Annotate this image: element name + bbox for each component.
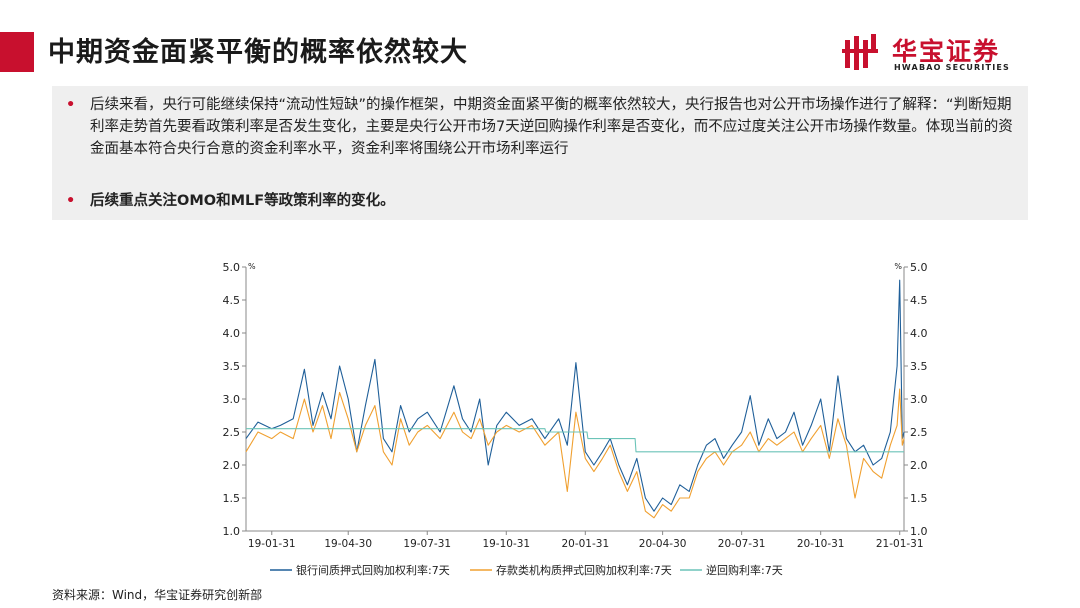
y-unit-label-left: %: [248, 262, 256, 271]
y-tick-label-left: 3.0: [223, 393, 241, 406]
y-tick-label-left: 1.5: [223, 492, 241, 505]
x-tick-label: 21-01-31: [876, 538, 924, 550]
y-tick-label-right: 2.0: [910, 459, 928, 472]
y-tick-label-right: 1.5: [910, 492, 928, 505]
legend-label-3: 逆回购利率:7天: [706, 563, 783, 577]
legend-label-1: 银行间质押式回购加权利率:7天: [296, 563, 450, 577]
y-tick-label-left: 1.0: [223, 525, 241, 538]
y-tick-label-right: 1.0: [910, 525, 928, 538]
x-tick-label: 20-10-31: [797, 538, 845, 550]
brand-name-en: HWABAO SECURITIES: [894, 63, 1011, 72]
y-tick-label-left: 5.0: [223, 261, 241, 274]
rate-line-chart: 1.0 1.0 1.5 1.5 2.0 2.0 2.5 2.5 3.0 3.0 3.5 3.5 4.0 4…: [223, 261, 928, 577]
legend-label-2: 存款类机构质押式回购加权利率:7天: [496, 563, 672, 577]
bullet-text: 后续来看，央行可能继续保持“流动性短缺”的操作框架，中期资金面紧平衡的概率依然较…: [90, 97, 1013, 157]
x-tick-label: 19-07-31: [403, 538, 451, 550]
x-tick-label: 19-10-31: [482, 538, 530, 550]
x-tick-label: 19-01-31: [248, 538, 296, 550]
y-tick-label-right: 2.5: [910, 426, 928, 439]
y-tick-label-right: 3.0: [910, 393, 928, 406]
y-tick-label-right: 3.5: [910, 360, 928, 373]
y-tick-label-left: 3.5: [223, 360, 241, 373]
x-tick-label: 20-04-30: [639, 538, 687, 550]
source-note: 资料来源：Wind，华宝证券研究创新部: [52, 588, 263, 602]
series-line-2: [245, 388, 905, 519]
x-tick-label: 19-04-30: [324, 538, 372, 550]
series-line-1: [245, 279, 905, 512]
x-tick-label: 20-07-31: [718, 538, 766, 550]
y-tick-label-left: 2.0: [223, 459, 241, 472]
y-tick-label-left: 4.0: [223, 327, 241, 340]
title-accent-bar: [0, 32, 34, 72]
page-title: 中期资金面紧平衡的概率依然较大: [48, 37, 468, 68]
y-tick-label-right: 4.5: [910, 294, 928, 307]
series-line-3: [246, 428, 904, 453]
hwabao-logo-icon: [842, 34, 878, 70]
y-tick-label-left: 2.5: [223, 426, 241, 439]
bullet-text: 后续重点关注OMO和MLF等政策利率的变化。: [90, 193, 395, 209]
bullet-marker: •: [66, 193, 76, 209]
y-unit-label-right: %: [894, 262, 902, 271]
bullet-marker: •: [66, 97, 76, 113]
y-tick-label-right: 5.0: [910, 261, 928, 274]
bullet-box: • 后续来看，央行可能继续保持“流动性短缺”的操作框架，中期资金面紧平衡的概率依…: [52, 86, 1028, 220]
x-tick-label: 20-01-31: [561, 538, 609, 550]
brand-name-cn: 华宝证券: [892, 37, 1001, 66]
y-tick-label-right: 4.0: [910, 327, 928, 340]
brand-logo: 华宝证券 HWABAO SECURITIES: [842, 30, 1042, 76]
y-tick-label-left: 4.5: [223, 294, 241, 307]
